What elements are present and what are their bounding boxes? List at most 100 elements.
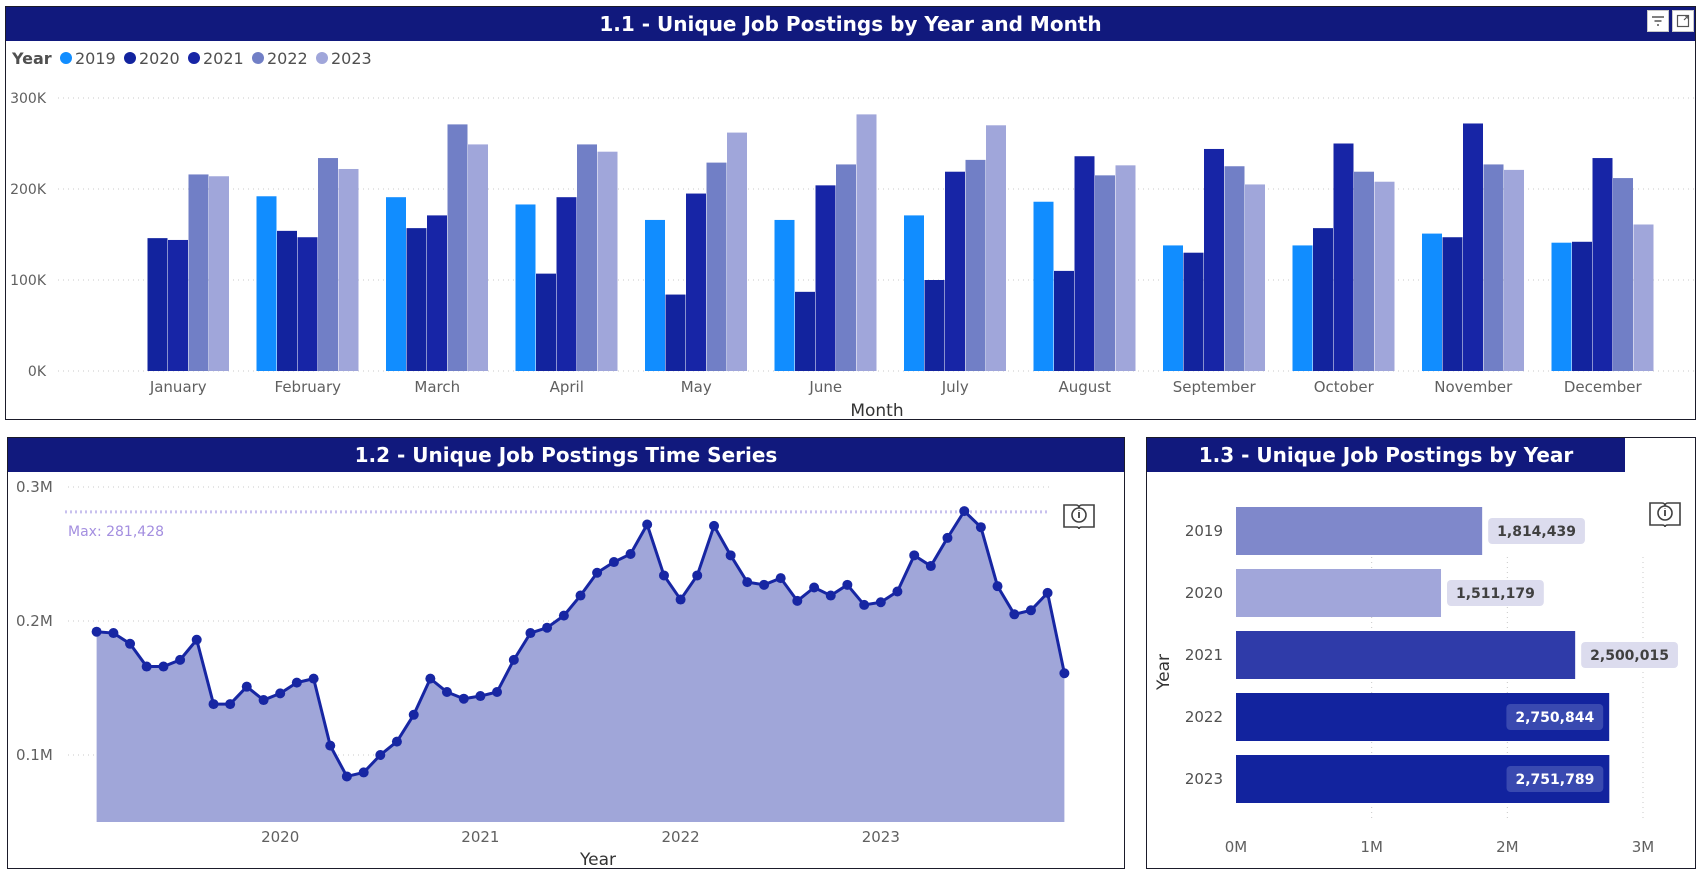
y-tick-label: 2021 (1185, 646, 1223, 664)
y-tick-label: 2020 (1185, 584, 1223, 602)
data-point (492, 687, 503, 698)
bar-2022-december (1613, 178, 1633, 371)
data-point (759, 579, 770, 590)
filter-icon[interactable] (1647, 10, 1669, 32)
data-point (525, 628, 536, 639)
data-point (975, 522, 986, 533)
info-book-icon[interactable] (1061, 500, 1097, 532)
bar-2023-march (468, 144, 488, 371)
x-tick-label: January (149, 378, 207, 396)
bar-2021-august (1074, 156, 1095, 371)
x-tick-label: October (1314, 378, 1375, 396)
x-tick-label: 2M (1496, 838, 1519, 856)
bar-2023-august (1115, 165, 1136, 371)
bar-2019-december (1551, 242, 1572, 371)
bar-2023-june (856, 114, 877, 371)
bar-2021-october (1333, 143, 1354, 371)
panel-title-1-2: 1.2 - Unique Job Postings Time Series (8, 438, 1124, 472)
data-label: 2,751,789 (1516, 772, 1595, 788)
data-point (942, 532, 953, 543)
bar-2021-march (427, 215, 447, 371)
panel-title-1-3: 1.3 - Unique Job Postings by Year (1147, 438, 1625, 472)
data-point (308, 673, 319, 684)
data-point (358, 767, 369, 778)
data-point (241, 681, 252, 692)
data-point (325, 740, 336, 751)
x-tick-label: 2021 (461, 828, 499, 846)
bar-2020-may (665, 294, 686, 371)
data-point (1042, 587, 1053, 598)
data-point (842, 579, 853, 590)
data-point (1025, 605, 1036, 616)
data-point (441, 687, 452, 698)
x-tick-label: November (1434, 378, 1513, 396)
data-point (725, 550, 736, 561)
data-point (892, 586, 903, 597)
bar-2023-december (1633, 224, 1654, 371)
data-point (425, 673, 436, 684)
legend-marker-2022 (252, 52, 264, 64)
legend-marker-2020 (124, 52, 136, 64)
data-point (909, 550, 920, 561)
bar-2020-september (1183, 252, 1204, 371)
bar-2021-november (1463, 123, 1483, 371)
data-point (809, 582, 820, 593)
data-point (391, 736, 402, 747)
x-tick-label: 1M (1360, 838, 1383, 856)
focus-mode-icon[interactable] (1672, 10, 1694, 32)
bar-2021-december (1592, 158, 1613, 371)
bar-2020-february (277, 230, 297, 371)
info-book-icon[interactable] (1647, 498, 1683, 530)
y-tick-label: 2019 (1185, 522, 1223, 540)
bar-2022-july (965, 159, 986, 371)
panel-postings-by-year: 1.3 - Unique Job Postings by Year 0M 1M 2M… (1146, 437, 1696, 869)
y-tick-label: 0.2M (16, 612, 53, 630)
data-point (258, 695, 269, 706)
bar-2019-june (774, 219, 795, 371)
bar-2022-october (1354, 171, 1374, 371)
bar-2019-may (645, 219, 665, 371)
bar-2020-december (1572, 241, 1592, 371)
data-point (475, 691, 486, 702)
bar-2023-april (597, 151, 618, 371)
bar-2020-july (924, 280, 945, 371)
bar-2019-october (1292, 245, 1313, 371)
x-tick-label: July (941, 378, 969, 396)
data-point (375, 750, 386, 760)
bar-2022-june (836, 164, 856, 371)
bar-2021 (1236, 631, 1576, 679)
x-tick-label: 2023 (862, 828, 900, 846)
data-label: 1,814,439 (1497, 524, 1576, 540)
bar-2019 (1236, 507, 1483, 555)
data-point (592, 567, 603, 578)
data-point (508, 654, 519, 665)
panel-title-1-1: 1.1 - Unique Job Postings by Year and Mo… (6, 7, 1695, 41)
bar-2022-august (1095, 175, 1115, 371)
data-point (925, 561, 936, 572)
bar-2019-july (904, 215, 924, 371)
x-tick-label: April (550, 378, 584, 396)
data-label: 2,500,015 (1590, 648, 1669, 664)
legend-label-2020: 2020 (139, 49, 180, 68)
data-point (608, 557, 619, 568)
chart-postings-by-year: 0M 1M 2M 3M 2019 1,814,439 2020 1,511,179 2021 2,… (1154, 507, 1678, 856)
data-point (658, 570, 669, 581)
data-label-box (1506, 704, 1604, 730)
y-tick-label: 300K (10, 91, 47, 107)
y-tick-label: 0.1M (16, 746, 53, 764)
x-tick-label: September (1173, 378, 1257, 396)
y-tick-label: 100K (10, 273, 47, 289)
x-axis-title: Month (850, 401, 903, 420)
data-point (542, 622, 553, 633)
bar-2020-june (795, 291, 815, 371)
data-point (875, 597, 886, 608)
bar-2023-july (986, 125, 1006, 371)
legend-label-2021: 2021 (203, 49, 244, 68)
bar-2019-november (1422, 233, 1442, 371)
x-tick-label: December (1564, 378, 1643, 396)
bar-2020 (1236, 569, 1442, 617)
bar-2022-april (577, 144, 597, 371)
data-label-box (1581, 642, 1678, 668)
bar-2023-november (1504, 169, 1524, 371)
x-tick-label: August (1059, 378, 1112, 396)
